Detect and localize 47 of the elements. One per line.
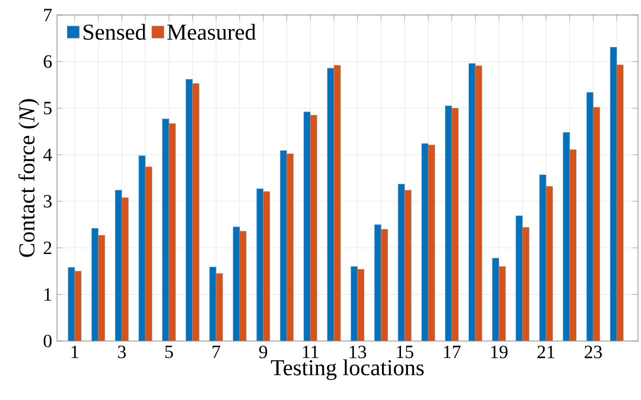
x-axis-title: Testing locations — [270, 359, 424, 380]
bar — [468, 63, 476, 341]
x-tick-label: 17 — [444, 346, 461, 358]
y-axis-title: Contact force (N) — [18, 99, 40, 257]
bar — [492, 258, 500, 341]
bar — [162, 118, 170, 341]
bar — [398, 184, 405, 341]
x-tick-label: 1 — [72, 346, 78, 358]
y-tick-label: 3 — [44, 195, 52, 208]
bar — [209, 266, 216, 341]
x-tick-label: 11 — [303, 346, 318, 358]
bar — [68, 267, 75, 341]
bar — [350, 266, 358, 341]
bar — [445, 106, 452, 341]
bar — [115, 190, 122, 341]
y-tick-label: 5 — [44, 102, 52, 114]
bar — [304, 112, 311, 341]
bar — [138, 155, 146, 341]
x-tick-label: 21 — [538, 346, 554, 358]
x-tick-label: 7 — [212, 346, 220, 358]
x-tick-label: 3 — [118, 346, 126, 358]
x-tick-label: 5 — [165, 346, 173, 358]
x-tick-label: 9 — [259, 346, 268, 358]
y-tick-label: 0 — [44, 334, 52, 348]
bar — [562, 132, 570, 341]
x-tick-label: 19 — [491, 346, 508, 358]
bar — [327, 68, 334, 341]
x-tick-label: 15 — [396, 346, 414, 358]
y-tick-label: 2 — [44, 242, 52, 254]
x-tick-label: 13 — [350, 346, 366, 358]
y-tick-label: 7 — [44, 8, 52, 22]
y-tick-label: 4 — [43, 148, 52, 161]
text: Measured — [167, 24, 256, 40]
bar — [586, 92, 594, 341]
bar — [374, 224, 382, 341]
bar — [516, 216, 523, 341]
bar — [256, 188, 264, 341]
legend-label: Sensed — [84, 24, 146, 40]
bar — [610, 46, 617, 341]
bar — [232, 226, 240, 341]
bar — [539, 174, 546, 341]
x-tick-label: 23 — [584, 346, 602, 358]
bar — [91, 228, 98, 341]
bar — [421, 143, 428, 341]
y-tick-label: 6 — [44, 55, 52, 68]
bar — [280, 150, 288, 341]
y-tick-label: 1 — [44, 288, 52, 301]
